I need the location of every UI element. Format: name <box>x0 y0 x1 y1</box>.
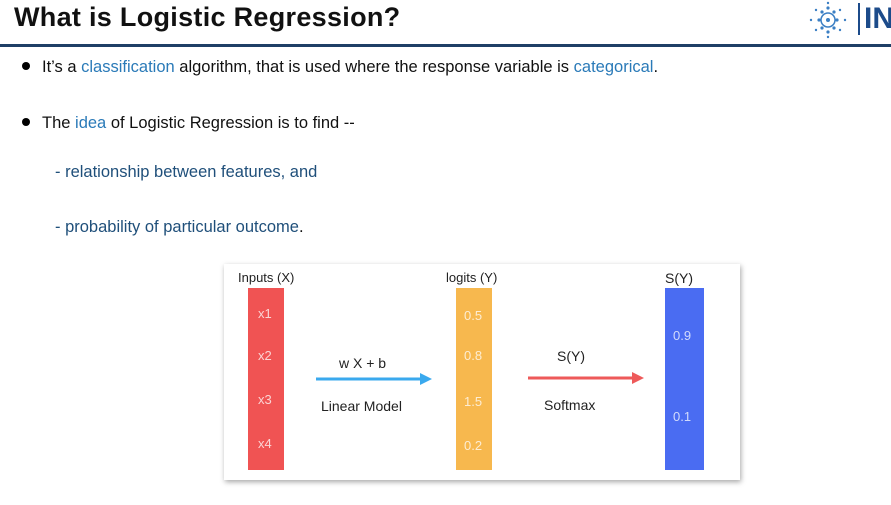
linear-arrow-icon <box>316 373 432 385</box>
sub-item-tail: . <box>298 218 304 236</box>
sub-item-relationship: - relationship between features, and <box>55 163 317 182</box>
probability-value: 0.9 <box>673 328 692 343</box>
sub-item-probability: - probability of particular outcome. <box>55 218 304 237</box>
bullet-text: algorithm, that is used where the respon… <box>174 58 574 76</box>
sub-item-text: - relationship between features, and <box>55 163 318 181</box>
highlight-categorical: categorical <box>573 58 654 76</box>
logits-bar <box>456 288 492 470</box>
bullet-idea: The idea of Logistic Regression is to fi… <box>22 114 355 133</box>
slide-title: What is Logistic Regression? <box>14 2 401 32</box>
bullet-classification: It’s a classification algorithm, that is… <box>22 58 658 77</box>
highlight-classification: classification <box>81 58 175 76</box>
logo-text: IN <box>864 2 891 35</box>
inputs-header: Inputs (X) <box>238 270 295 285</box>
softmax-output-bar <box>665 288 704 470</box>
logo-divider <box>858 3 860 35</box>
softmax-output-header: S(Y) <box>665 270 693 286</box>
sub-item-text: - probability of particular outcome <box>55 218 299 236</box>
linear-formula-label: w X + b <box>339 355 387 371</box>
softmax-function-label: S(Y) <box>557 348 585 364</box>
bullet-text: It’s a <box>42 58 82 76</box>
highlight-idea: idea <box>75 114 107 132</box>
probability-value: 0.1 <box>673 409 692 424</box>
input-x4: x4 <box>258 436 272 451</box>
input-x3: x3 <box>258 392 272 407</box>
input-x1: x1 <box>258 306 272 321</box>
logit-value: 1.5 <box>464 394 483 409</box>
logit-value: 0.8 <box>464 348 483 363</box>
softmax-label: Softmax <box>544 397 596 413</box>
institution-logo-icon <box>809 1 847 39</box>
bullet-text: of Logistic Regression is to find -- <box>106 114 355 132</box>
bullet-text: The <box>42 114 76 132</box>
logits-header: logits (Y) <box>446 270 498 285</box>
linear-model-label: Linear Model <box>321 398 402 414</box>
logistic-regression-diagram: Inputs (X) x1 x2 x3 x4 w X + b Linear Mo… <box>224 264 740 480</box>
inputs-bar <box>248 288 284 470</box>
softmax-arrow-icon <box>528 372 644 384</box>
bullet-text: . <box>653 58 659 76</box>
logit-value: 0.5 <box>464 308 483 323</box>
title-divider <box>0 44 891 47</box>
input-x2: x2 <box>258 348 272 363</box>
bullet-dot-icon <box>22 62 30 70</box>
bullet-dot-icon <box>22 118 30 126</box>
logit-value: 0.2 <box>464 438 483 453</box>
